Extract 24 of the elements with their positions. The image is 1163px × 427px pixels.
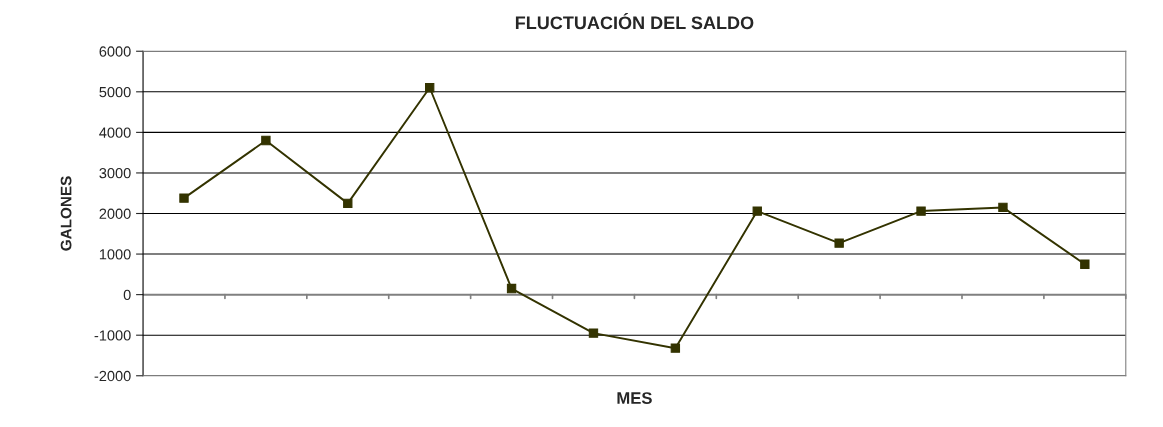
point [916, 206, 926, 216]
y-tick-label: 0 [123, 289, 131, 301]
point [261, 135, 271, 146]
point [998, 202, 1008, 213]
point [343, 198, 353, 209]
point [1080, 259, 1090, 269]
point [834, 238, 844, 248]
chart-title: FLUCTUACIÓN DEL SALDO [515, 13, 754, 30]
y-tick-label: 5000 [99, 86, 131, 98]
y-tick-label: 4000 [99, 127, 131, 138]
x-axis-title: MES [617, 392, 652, 404]
point [670, 343, 681, 353]
y-tick-label: 3000 [99, 168, 131, 179]
y-tick-label: 1000 [99, 249, 131, 260]
y-tick-label: -2000 [94, 370, 131, 382]
y-tick-label: 2000 [99, 208, 131, 219]
point [752, 206, 762, 216]
y-axis-title: GALONES [60, 176, 72, 251]
point [424, 83, 435, 93]
point [588, 328, 599, 338]
point [179, 193, 189, 203]
y-tick-label: -1000 [94, 330, 131, 341]
y-tick-label: 6000 [99, 46, 131, 57]
point [506, 283, 517, 294]
